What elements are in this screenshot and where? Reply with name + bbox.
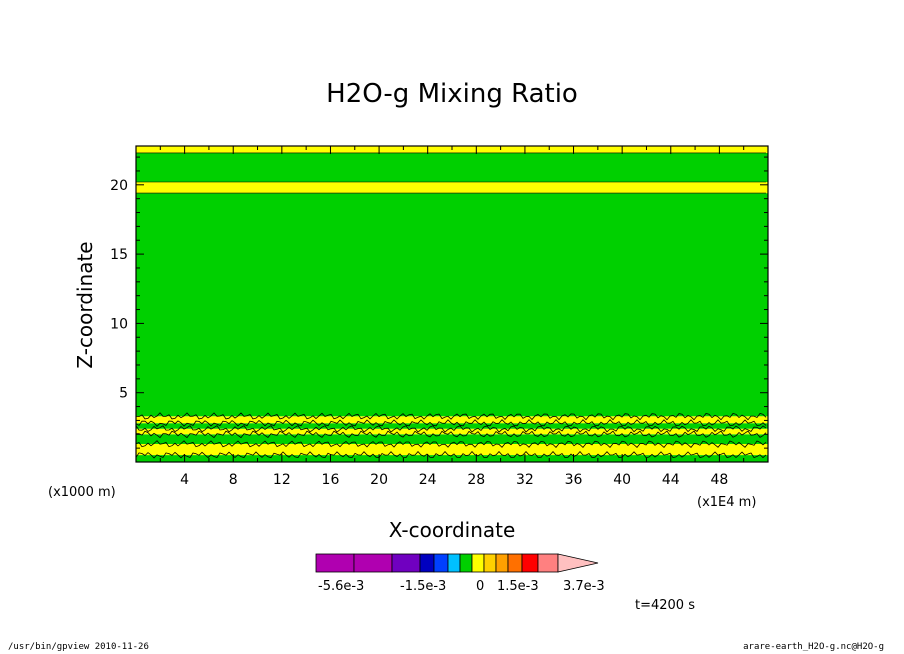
x-tick-label: 8 [229,472,238,488]
chart-title: H2O-g Mixing Ratio [326,79,578,109]
colorbar-swatch [391,553,421,573]
colorbar-swatch [471,553,485,573]
contour-band-1 [136,443,768,456]
colorbar-swatch [483,553,497,573]
x-tick-label: 40 [613,472,631,488]
x-unit-right: (x1E4 m) [697,495,756,510]
x-tick-label: 28 [467,472,485,488]
y-tick-label: 10 [110,316,128,332]
colorbar-labels: -5.6e-3 -1.5e-3 0 1.5e-3 3.7e-3 [318,579,605,594]
x-unit-left: (x1000 m) [48,485,116,500]
x-tick-label: 4 [180,472,189,488]
y-tick-label: 5 [119,386,128,402]
y-tick-label: 20 [110,178,128,194]
contour-band-2 [136,434,768,444]
footer-right: arare-earth_H2O-g.nc@H2O-g [743,642,884,652]
colorbar-label: -1.5e-3 [400,579,446,594]
contour-band-7 [136,182,768,194]
colorbar-label: 0 [476,579,484,594]
x-tick-label: 32 [516,472,534,488]
x-tick-label: 20 [370,472,388,488]
colorbar-label: 3.7e-3 [563,579,605,594]
y-tick-label: 15 [110,247,128,263]
colorbar-arrow [557,553,599,573]
x-tick-label: 12 [273,472,291,488]
contour-line-4 [135,424,767,433]
colorbar-swatch [537,553,559,573]
colorbar-swatch [447,553,461,573]
x-tick-label: 24 [419,472,437,488]
colorbar [315,553,599,573]
contour-line-6 [135,412,767,421]
x-tick-label: 36 [565,472,583,488]
y-axis-label: Z-coordinate [73,241,97,368]
plot-area [135,145,769,463]
contour-band-5 [136,416,768,424]
colorbar-swatch [495,553,509,573]
colorbar-swatch [507,553,523,573]
x-axis: 4 8 12 16 20 24 28 32 36 40 44 48 [135,146,769,488]
x-axis-label: X-coordinate [389,518,516,542]
x-tick-label: 16 [322,472,340,488]
colorbar-swatch [521,553,539,573]
contour-line-1 [135,451,767,459]
contour-line-2 [135,440,767,448]
colorbar-swatch [459,553,473,573]
contour-band-3 [136,428,768,435]
colorbar-swatch [419,553,435,573]
x-tick-label: 44 [662,472,680,488]
colorbar-label: 1.5e-3 [497,579,539,594]
time-label: t=4200 s [635,598,695,613]
contour-band-8 [136,152,768,183]
colorbar-swatch [353,553,393,573]
colorbar-swatch [433,553,449,573]
contour-line-3 [135,430,767,439]
x-tick-label: 48 [710,472,728,488]
contour-band-6 [136,193,768,417]
y-axis: 5 10 15 20 [110,156,768,463]
contour-line-5 [135,419,767,427]
footer-left: /usr/bin/gpview 2010-11-26 [8,642,149,652]
colorbar-swatch [315,553,355,573]
colorbar-label: -5.6e-3 [318,579,364,594]
contour-band-4 [136,423,768,429]
